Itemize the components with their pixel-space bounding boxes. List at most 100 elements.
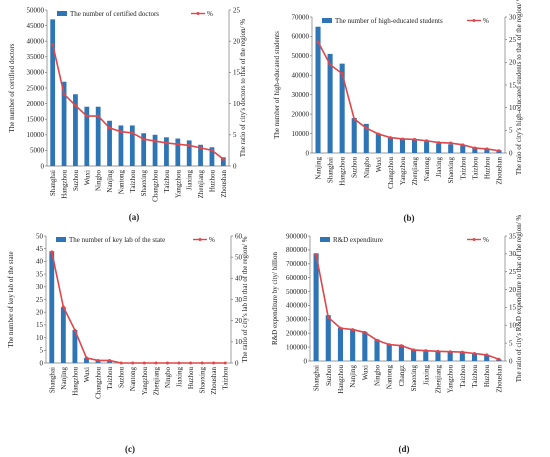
ratio-point	[164, 141, 168, 145]
ratio-point	[200, 361, 204, 365]
category-label: Ningbo	[95, 170, 103, 192]
ratio-point	[221, 157, 225, 161]
legend-line-label: %	[483, 17, 489, 25]
y2-tick-label: 20	[233, 38, 241, 46]
category-label: Zhoushan	[210, 367, 218, 395]
ratio-point	[96, 114, 100, 118]
category-label: Zhenjiang	[434, 365, 442, 394]
bar	[325, 315, 331, 361]
category-label: Jiaxing	[186, 170, 194, 191]
ratio-point	[497, 149, 501, 153]
bar	[351, 118, 357, 153]
bar	[363, 123, 369, 153]
ratio-point	[84, 356, 88, 360]
bar	[50, 19, 56, 166]
category-label: Hangzhou	[337, 365, 345, 394]
bar	[435, 351, 441, 361]
category-label: Nantong	[423, 157, 431, 182]
legend-bar-swatch	[322, 18, 332, 23]
ratio-point	[316, 40, 320, 44]
category-label: Zhenjiang	[152, 367, 160, 396]
category-label: Changzhou	[95, 367, 103, 399]
ratio-point	[176, 142, 180, 146]
category-label: Zhoushan	[495, 157, 503, 185]
ratio-point	[338, 326, 342, 330]
y2-axis-title: The ratio of city's lab to that of the r…	[241, 236, 249, 362]
y2-tick-label: 0	[235, 359, 239, 367]
y2-axis-title: The ratio of city's doctors to that of t…	[239, 19, 247, 157]
bar	[337, 327, 344, 361]
y-tick-label: 5	[40, 347, 44, 355]
ratio-point	[326, 315, 330, 319]
category-label: Shanghai	[327, 157, 335, 183]
bar	[374, 339, 380, 361]
legend-line-label: %	[207, 10, 213, 18]
y2-tick-label: 0	[509, 357, 513, 365]
category-label: Nantong	[117, 170, 125, 195]
category-label: Taizhou	[129, 170, 137, 193]
y-tick-label: 70000	[292, 13, 310, 21]
legend-line-marker	[198, 238, 202, 241]
ratio-point	[351, 328, 355, 332]
y2-tick-label: 25	[233, 6, 241, 14]
y2-tick-label: 5	[509, 339, 513, 347]
category-label: Ningbo	[164, 367, 172, 389]
y-tick-label: 10000	[292, 130, 310, 138]
y-tick-label: 30000	[27, 69, 45, 77]
y2-tick-label: 15	[509, 81, 517, 89]
y-tick-label: 20000	[27, 100, 45, 108]
y2-tick-label: 50	[235, 253, 243, 261]
category-label: Suzhou	[325, 365, 333, 387]
y-tick-label: 700000	[286, 260, 308, 268]
ratio-point	[130, 131, 134, 135]
category-label: Shaoxing	[410, 365, 418, 392]
bar	[339, 63, 345, 153]
ratio-point	[210, 148, 214, 152]
ratio-line	[51, 44, 224, 160]
bar	[60, 307, 66, 363]
y-tick-label: 500000	[286, 288, 308, 296]
y2-tick-label: 5	[233, 131, 237, 139]
y-tick-label: 0	[40, 359, 44, 367]
ratio-point	[73, 328, 77, 332]
bar	[350, 329, 356, 361]
category-label: Nanjing	[315, 157, 323, 180]
bar	[484, 354, 490, 361]
legend-bar-swatch	[57, 11, 67, 16]
y-tick-label: 300000	[286, 316, 308, 324]
ratio-point	[62, 92, 66, 96]
legend-line-marker	[472, 238, 476, 241]
ratio-point	[340, 72, 344, 76]
y-tick-label: 100000	[286, 343, 308, 351]
y2-tick-label: 0	[509, 149, 513, 157]
bar	[186, 140, 192, 166]
category-label: Yangzhou	[141, 367, 149, 396]
bar	[313, 253, 319, 361]
y-tick-label: 400000	[286, 302, 308, 310]
y-tick-label: 10	[36, 334, 44, 342]
ratio-point	[424, 349, 428, 353]
category-label: Huzhou	[483, 365, 491, 388]
legend-line-marker	[196, 12, 200, 15]
y2-tick-label: 30	[235, 296, 243, 304]
category-label: Huzhou	[187, 367, 195, 390]
category-label: Shanghai	[49, 170, 57, 196]
bar	[118, 125, 124, 166]
ratio-point	[352, 117, 356, 121]
bar	[84, 357, 89, 363]
ratio-point	[119, 361, 123, 365]
category-label: Yangzhou	[447, 365, 455, 394]
category-label: Taizhou	[163, 170, 171, 193]
y-tick-label: 5000	[30, 147, 45, 155]
category-label: Taizhou	[471, 157, 479, 180]
category-label: Changz	[398, 365, 406, 386]
ratio-point	[460, 350, 464, 354]
bar	[141, 133, 147, 166]
bar	[164, 137, 169, 166]
panel-a: 0 5000 10000 15000 20000 25000 30000 35000 40000…	[8, 6, 247, 222]
y-tick-label: 50	[36, 232, 44, 240]
y2-tick-label: 30	[509, 250, 517, 258]
y-tick-label: 900000	[286, 232, 308, 240]
bar	[175, 138, 181, 166]
ratio-point	[485, 353, 489, 357]
